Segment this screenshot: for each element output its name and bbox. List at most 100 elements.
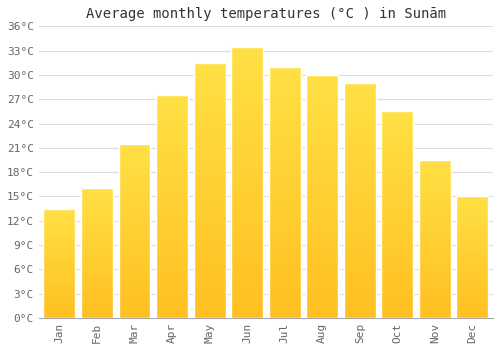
Bar <box>194 246 226 252</box>
Bar <box>419 207 451 210</box>
Bar <box>419 305 451 308</box>
Bar <box>382 281 414 285</box>
Bar <box>306 226 338 230</box>
Bar <box>194 277 226 282</box>
Bar <box>419 163 451 166</box>
Bar <box>81 201 113 204</box>
Bar <box>118 308 150 311</box>
Bar <box>156 117 188 122</box>
Bar <box>456 211 488 213</box>
Bar <box>382 289 414 293</box>
Bar <box>231 101 263 106</box>
Bar <box>344 130 376 135</box>
Bar <box>194 195 226 201</box>
Bar <box>306 245 338 250</box>
Bar <box>194 298 226 303</box>
Bar <box>456 235 488 238</box>
Bar <box>156 206 188 211</box>
Bar <box>194 226 226 231</box>
Bar <box>419 160 451 318</box>
Bar <box>156 95 188 318</box>
Bar <box>456 274 488 276</box>
Bar <box>268 243 300 247</box>
Bar <box>118 245 150 248</box>
Bar <box>306 255 338 260</box>
Bar <box>382 206 414 210</box>
Bar <box>81 289 113 292</box>
Bar <box>344 309 376 313</box>
Bar <box>456 226 488 228</box>
Bar <box>231 57 263 63</box>
Bar <box>118 314 150 318</box>
Bar <box>419 239 451 242</box>
Bar <box>194 216 226 221</box>
Bar <box>456 223 488 226</box>
Bar <box>419 191 451 195</box>
Bar <box>306 308 338 313</box>
Bar <box>231 90 263 96</box>
Bar <box>456 228 488 230</box>
Bar <box>456 301 488 303</box>
Bar <box>118 206 150 210</box>
Bar <box>231 302 263 307</box>
Bar <box>44 246 76 248</box>
Bar <box>81 305 113 308</box>
Bar <box>81 282 113 284</box>
Bar <box>156 126 188 131</box>
Bar <box>306 124 338 128</box>
Bar <box>194 170 226 175</box>
Bar <box>344 196 376 201</box>
Bar <box>44 316 76 318</box>
Bar <box>156 265 188 269</box>
Bar <box>194 63 226 68</box>
Bar <box>344 215 376 219</box>
Bar <box>456 279 488 281</box>
Bar <box>419 179 451 182</box>
Bar <box>81 284 113 287</box>
Bar <box>156 287 188 291</box>
Bar <box>194 88 226 93</box>
Bar <box>382 285 414 289</box>
Bar <box>194 221 226 226</box>
Bar <box>456 296 488 299</box>
Bar <box>118 248 150 252</box>
Bar <box>194 257 226 262</box>
Bar <box>156 238 188 242</box>
Bar <box>156 180 188 184</box>
Bar <box>456 243 488 245</box>
Bar <box>81 276 113 279</box>
Bar <box>194 231 226 236</box>
Bar <box>194 180 226 185</box>
Bar <box>118 144 150 318</box>
Bar <box>81 302 113 305</box>
Bar <box>306 90 338 95</box>
Bar <box>306 274 338 279</box>
Bar <box>118 186 150 189</box>
Bar <box>306 182 338 187</box>
Bar <box>344 172 376 177</box>
Bar <box>419 204 451 207</box>
Bar <box>44 248 76 250</box>
Bar <box>456 199 488 201</box>
Bar <box>419 277 451 280</box>
Bar <box>231 253 263 258</box>
Bar <box>231 68 263 74</box>
Bar <box>81 256 113 258</box>
Bar <box>118 151 150 154</box>
Bar <box>306 260 338 265</box>
Bar <box>44 235 76 237</box>
Bar <box>419 210 451 214</box>
Bar <box>81 194 113 196</box>
Bar <box>382 194 414 198</box>
Bar <box>344 92 376 97</box>
Bar <box>231 296 263 302</box>
Bar <box>382 210 414 215</box>
Bar <box>118 273 150 276</box>
Bar <box>118 154 150 158</box>
Bar <box>344 83 376 318</box>
Bar <box>118 196 150 200</box>
Bar <box>118 228 150 231</box>
Bar <box>456 209 488 211</box>
Bar <box>231 122 263 128</box>
Bar <box>118 231 150 234</box>
